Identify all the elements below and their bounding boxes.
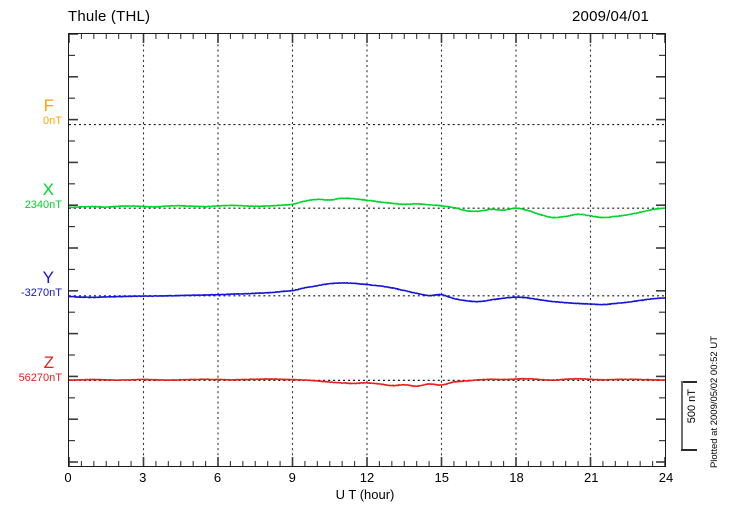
component-baseline-value-z: 56270nT [18,372,62,384]
component-baseline-value-x: 2340nT [24,199,62,211]
x-tick-label: 15 [434,470,449,485]
x-tick-label: 0 [64,470,72,485]
x-tick-label: 9 [288,470,296,485]
x-tick-label: 3 [139,470,147,485]
scale-bar-bottom-cap [681,449,697,451]
x-tick-label: 18 [509,470,524,485]
component-baseline-value-y: -3270nT [21,287,62,299]
x-axis-ticks [69,34,665,466]
component-baseline-value-f: 0nT [43,115,62,127]
magnetogram-plot-area [68,33,666,467]
scale-bar-top-cap [681,381,697,383]
page-title: Thule (THL) [68,8,151,25]
component-letter-z: Z [43,353,54,372]
scale-bar-line [681,381,683,451]
x-tick-label: 21 [584,470,599,485]
magnetogram-svg [69,34,665,466]
scale-bar-label: 500 nT [686,389,698,424]
data-traces [69,197,665,388]
x-tick-label: 12 [359,470,375,485]
date-label: 2009/04/01 [572,8,650,25]
component-letter-y: Y [42,268,54,287]
component-letter-f: F [43,96,54,115]
vertical-gridlines [142,34,592,466]
y-axis-ticks [69,34,665,463]
plotted-timestamp: Plotted at 2009/05/02 00:52 UT [709,336,720,469]
component-letter-x: X [42,180,54,199]
x-tick-label: 24 [658,470,674,485]
x-axis-title: U T (hour) [335,487,395,502]
scale-bar: 500 nT [676,375,698,459]
x-tick-label: 6 [213,470,222,485]
